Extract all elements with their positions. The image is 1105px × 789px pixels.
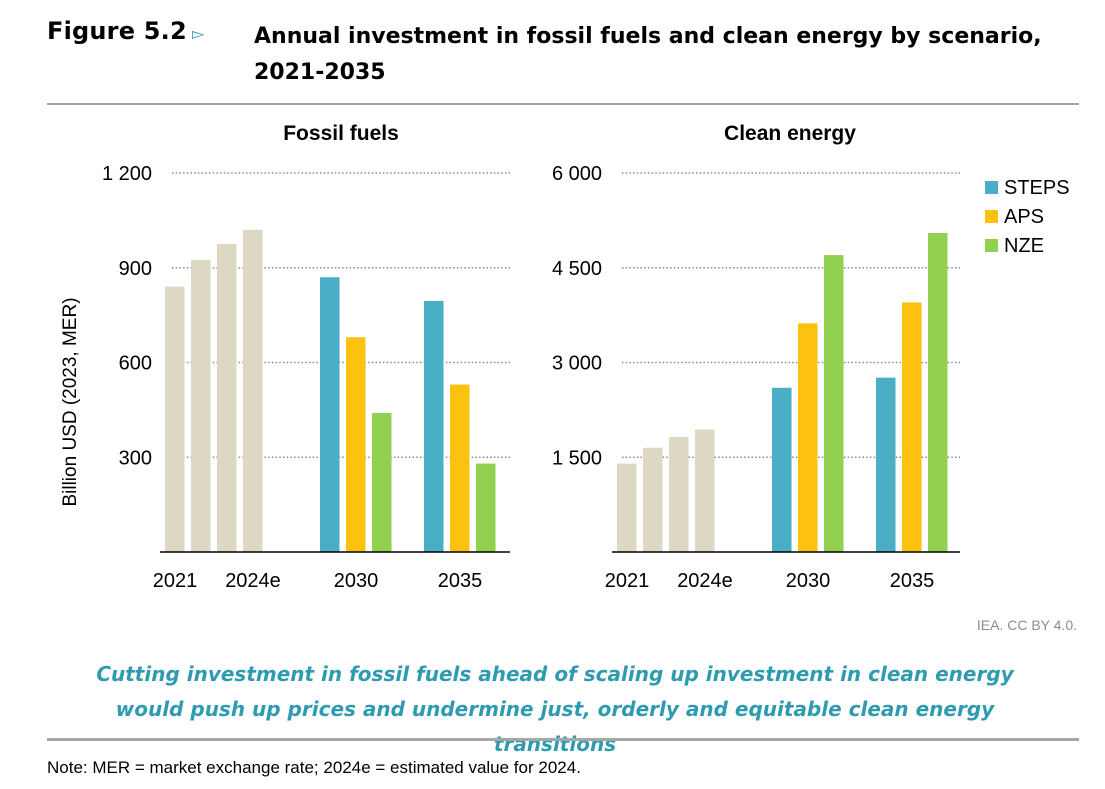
figure-label: Figure 5.2 — [47, 17, 187, 45]
fossil-bar-2035-aps — [450, 384, 470, 552]
legend-label-nze: NZE — [1004, 235, 1044, 257]
chart-legend: STEPS APS NZE — [985, 177, 1070, 257]
figure-title: Annual investment in fossil fuels and cl… — [254, 24, 1042, 85]
fossil-ytick-label: 900 — [119, 258, 152, 280]
fossil-bar-2030-nze — [372, 413, 392, 552]
fossil-xtick-label: 2035 — [438, 570, 483, 592]
fossil-fuels-panel: Fossil fuels 300 600 900 1 200 2021 2024e 2030… — [102, 122, 510, 592]
fossil-bar-2035-nze — [476, 463, 496, 552]
legend-swatch-steps — [985, 181, 998, 194]
clean-xtick-label: 2024e — [677, 570, 733, 592]
clean-bar-2022 — [643, 447, 663, 552]
clean-ytick-label: 1 500 — [552, 447, 602, 469]
fossil-ytick-label: 600 — [119, 353, 152, 375]
bottom-divider — [47, 738, 1079, 741]
clean-bar-2030-nze — [824, 255, 844, 552]
clean-ytick-label: 4 500 — [552, 258, 602, 280]
fossil-bar-2023 — [217, 244, 237, 552]
clean-energy-panel: Clean energy 1 500 3 000 4 500 6 000 2021 202… — [552, 122, 960, 592]
top-divider — [47, 103, 1079, 105]
source-credit: IEA. CC BY 4.0. — [976, 617, 1077, 633]
clean-bar-2030-aps — [798, 323, 818, 552]
fossil-bar-2022 — [191, 259, 211, 552]
clean-xtick-label: 2030 — [786, 570, 831, 592]
fossil-xtick-label: 2021 — [153, 570, 198, 592]
clean-xtick-label: 2021 — [605, 570, 650, 592]
fossil-xtick-label: 2024e — [225, 570, 281, 592]
fossil-bar-2024e — [243, 229, 263, 552]
fossil-bar-2030-steps — [320, 277, 340, 552]
charts-area: Billion USD (2023, MER) Fossil fuels 300… — [60, 122, 1070, 592]
clean-bar-2024e — [695, 429, 715, 552]
fossil-fuels-title: Fossil fuels — [283, 122, 399, 145]
fossil-xtick-label: 2030 — [334, 570, 379, 592]
clean-ytick-label: 3 000 — [552, 353, 602, 375]
legend-label-steps: STEPS — [1004, 177, 1070, 199]
clean-bar-2023 — [669, 437, 689, 552]
clean-xtick-label: 2035 — [890, 570, 935, 592]
figure-arrow-icon: ▻ — [192, 24, 205, 43]
clean-energy-title: Clean energy — [724, 122, 856, 145]
figure-caption: Cutting investment in fossil fuels ahead… — [96, 662, 1014, 756]
clean-bar-2035-aps — [902, 302, 922, 552]
legend-label-aps: APS — [1004, 206, 1044, 228]
legend-swatch-aps — [985, 210, 998, 223]
fossil-ytick-label: 300 — [119, 447, 152, 469]
clean-bar-2030-steps — [772, 387, 792, 552]
y-axis-label: Billion USD (2023, MER) — [60, 297, 81, 506]
fossil-bar-2035-steps — [424, 300, 444, 552]
fossil-bar-2021 — [165, 286, 185, 552]
clean-ytick-label: 6 000 — [552, 163, 602, 185]
clean-bar-2035-nze — [928, 233, 948, 552]
legend-swatch-nze — [985, 239, 998, 252]
fossil-bar-2030-aps — [346, 337, 366, 552]
fossil-ytick-label: 1 200 — [102, 163, 152, 185]
clean-bar-2035-steps — [876, 377, 896, 552]
clean-bar-2021 — [617, 463, 637, 552]
figure-note: Note: MER = market exchange rate; 2024e … — [47, 758, 581, 777]
